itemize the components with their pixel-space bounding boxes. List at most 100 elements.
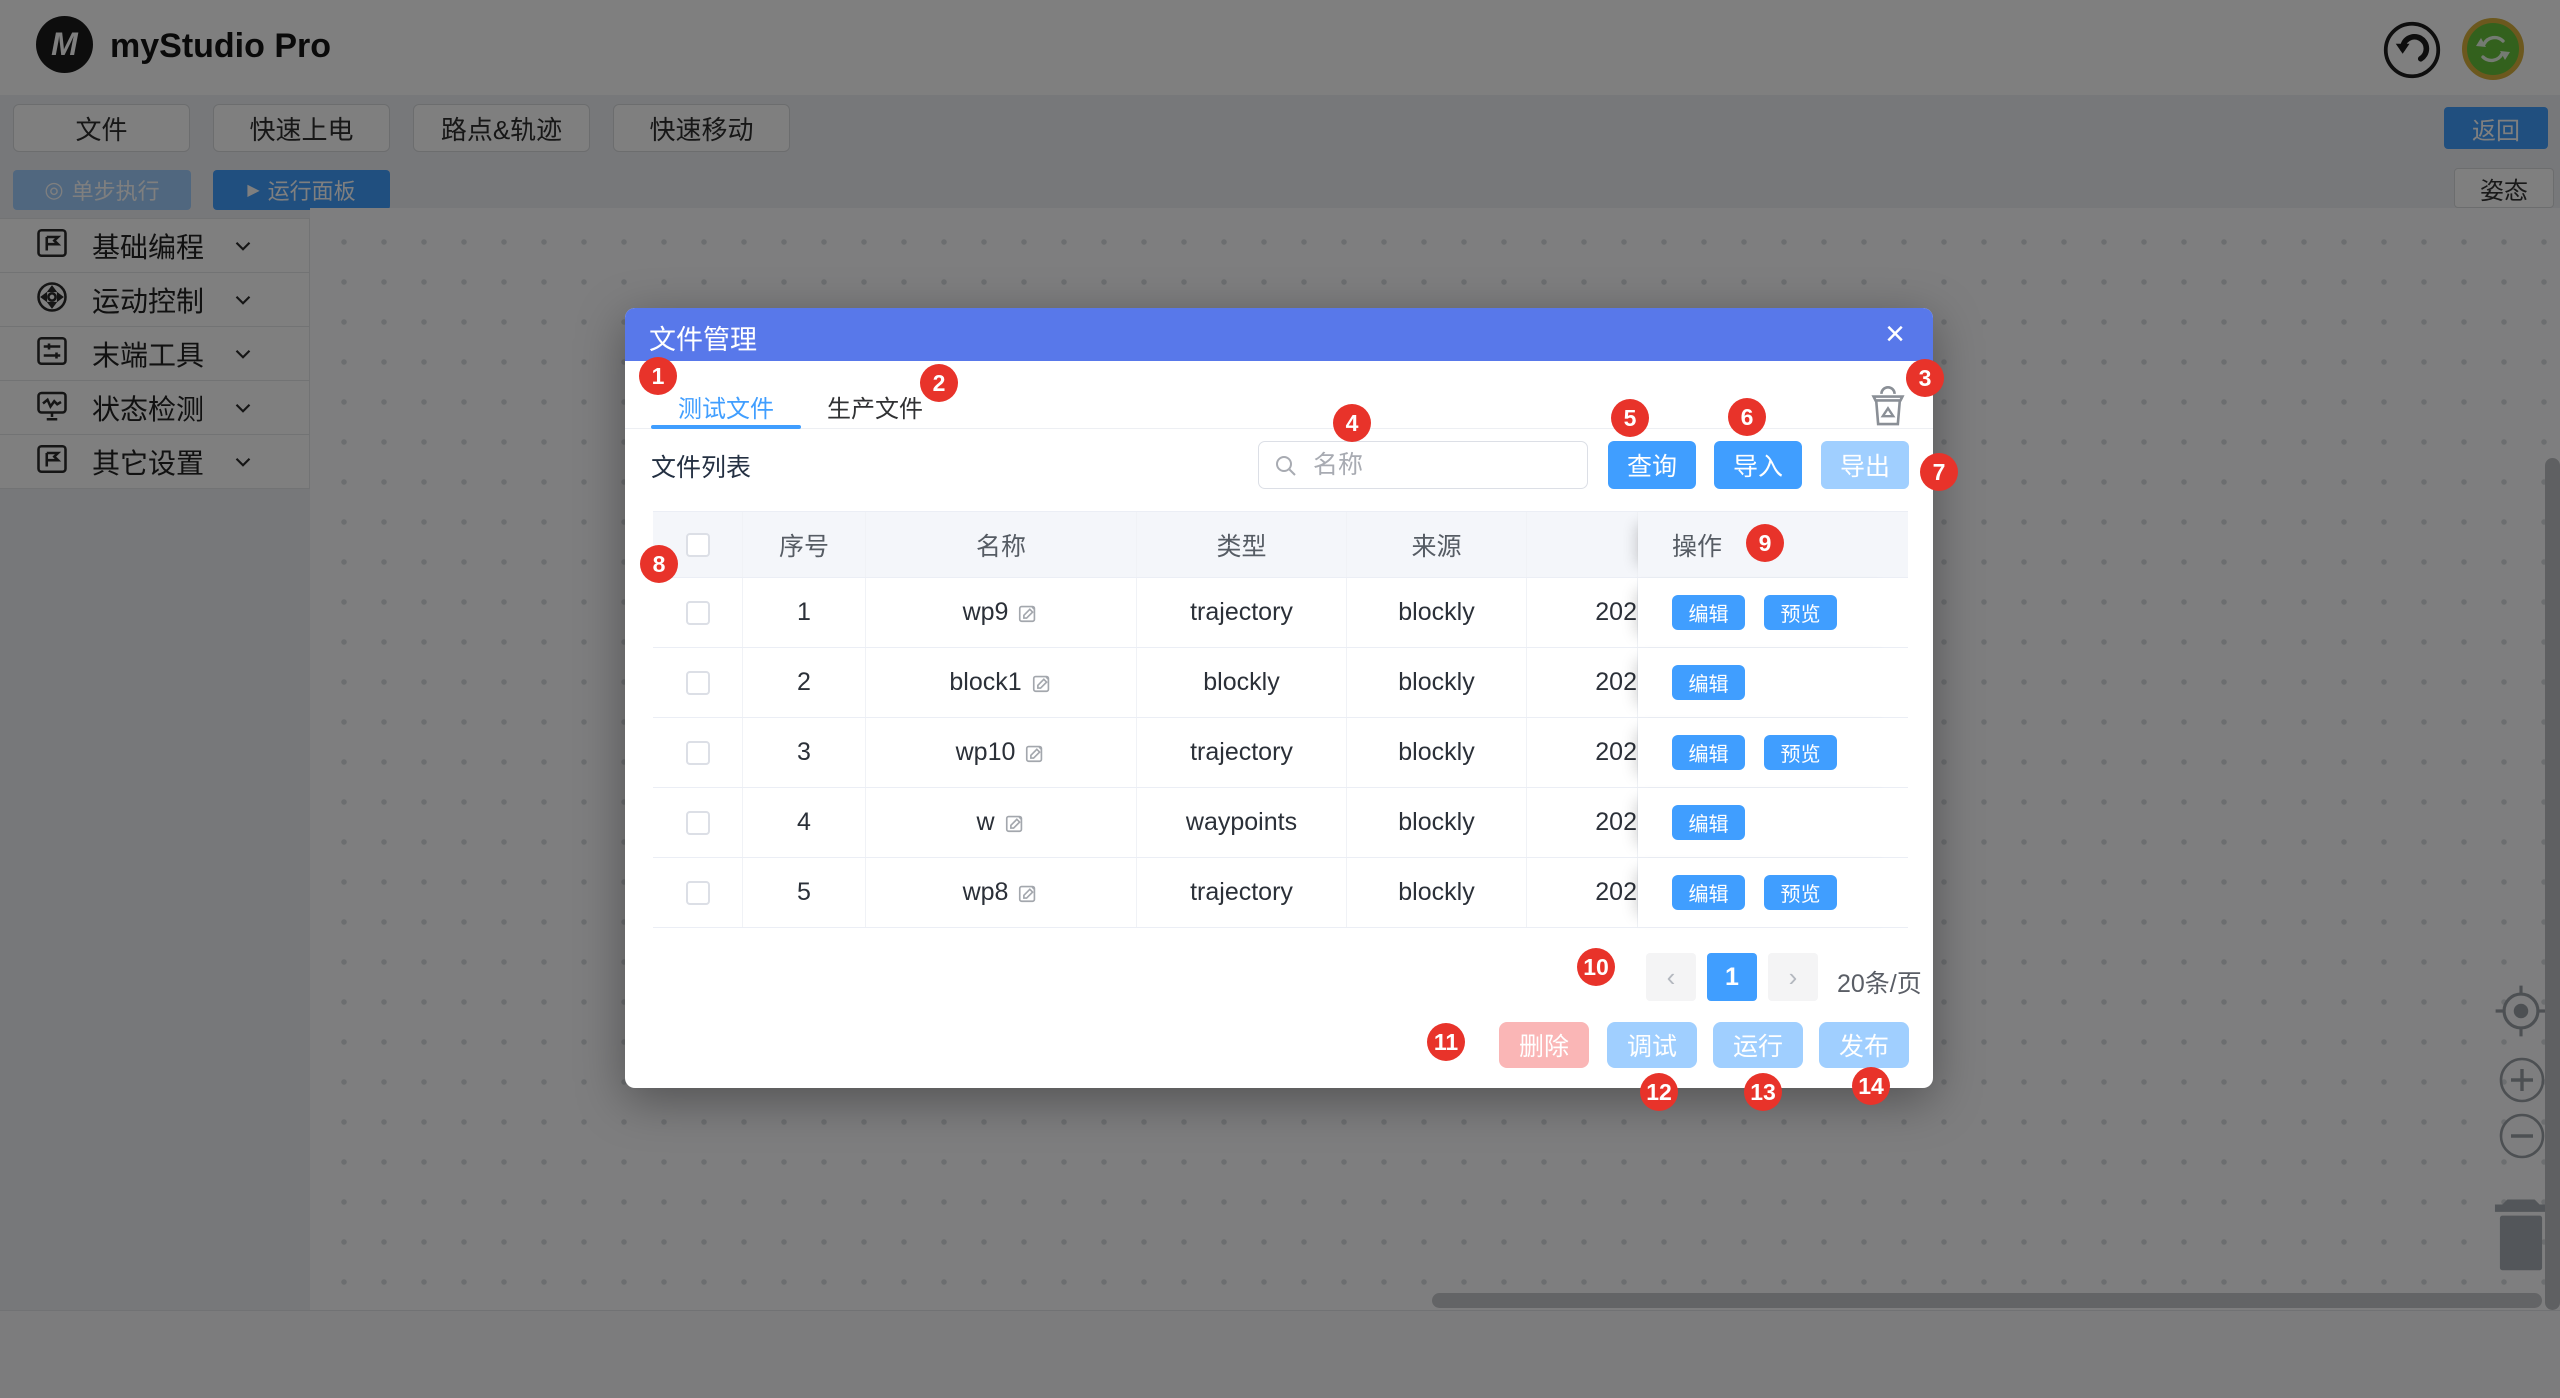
- debug-button[interactable]: 调试: [1607, 1022, 1697, 1068]
- table-row: 5 wp8 trajectory blockly 202 编辑 预览: [653, 858, 1908, 928]
- file-name-cell: block1: [866, 648, 1137, 717]
- preview-button[interactable]: 预览: [1764, 735, 1837, 770]
- file-manager-dialog: 文件管理 × 测试文件 生产文件 文件列表 查询 导入 导出 序号 名称 类型 …: [625, 308, 1933, 1088]
- dialog-title: 文件管理: [649, 325, 757, 355]
- file-name: wp8: [962, 878, 1009, 906]
- file-type: waypoints: [1137, 788, 1347, 857]
- row-checkbox-cell: [653, 578, 743, 647]
- edit-button[interactable]: 编辑: [1672, 595, 1745, 630]
- row-checkbox[interactable]: [685, 740, 710, 765]
- row-checkbox[interactable]: [685, 670, 710, 695]
- row-actions-cell: 编辑 预览: [1638, 718, 1908, 787]
- import-button[interactable]: 导入: [1714, 441, 1802, 489]
- annotation-badge-1: 1: [639, 357, 677, 395]
- row-index: 3: [743, 718, 866, 787]
- tab-test-files[interactable]: 测试文件: [651, 386, 801, 426]
- file-list-title: 文件列表: [651, 454, 752, 482]
- table-header-row: 序号 名称 类型 来源 操作: [653, 512, 1908, 578]
- column-header-date-clipped: [1527, 512, 1638, 577]
- row-actions-cell: 编辑: [1638, 648, 1908, 717]
- file-name-cell: wp9: [866, 578, 1137, 647]
- file-date-clipped: 202: [1527, 648, 1638, 717]
- file-date-clipped: 202: [1527, 578, 1638, 647]
- file-source: blockly: [1347, 578, 1527, 647]
- row-checkbox[interactable]: [685, 600, 710, 625]
- annotation-badge-9: 9: [1746, 524, 1784, 562]
- annotation-badge-2: 2: [920, 364, 958, 402]
- search-box: [1258, 441, 1588, 489]
- file-date-clipped: 202: [1527, 718, 1638, 787]
- annotation-badge-6: 6: [1728, 398, 1766, 436]
- annotation-badge-13: 13: [1744, 1073, 1782, 1111]
- pagination-prev-button[interactable]: ‹: [1646, 953, 1696, 1001]
- export-button[interactable]: 导出: [1821, 441, 1909, 489]
- column-header-name: 名称: [866, 512, 1137, 577]
- pagination-next-button[interactable]: ›: [1768, 953, 1818, 1001]
- file-table: 序号 名称 类型 来源 操作 1 wp9 trajectory blockly 202 编…: [653, 511, 1908, 928]
- file-name: wp10: [955, 738, 1016, 766]
- dialog-header: 文件管理 ×: [625, 308, 1933, 361]
- row-actions-cell: 编辑 预览: [1638, 858, 1908, 927]
- tab-production-files[interactable]: 生产文件: [800, 386, 950, 426]
- file-name: w: [976, 808, 995, 836]
- preview-button[interactable]: 预览: [1764, 875, 1837, 910]
- rename-pencil-icon[interactable]: [1024, 742, 1046, 764]
- rename-pencil-icon[interactable]: [1017, 602, 1039, 624]
- file-name-cell: wp10: [866, 718, 1137, 787]
- row-index: 5: [743, 858, 866, 927]
- rename-pencil-icon[interactable]: [1031, 672, 1053, 694]
- file-source: blockly: [1347, 858, 1527, 927]
- file-type: blockly: [1137, 648, 1347, 717]
- table-row: 2 block1 blockly blockly 202 编辑: [653, 648, 1908, 718]
- table-row: 1 wp9 trajectory blockly 202 编辑 预览: [653, 578, 1908, 648]
- delete-button[interactable]: 删除: [1499, 1022, 1589, 1068]
- row-actions-cell: 编辑 预览: [1638, 578, 1908, 647]
- file-type: trajectory: [1137, 858, 1347, 927]
- select-all-checkbox[interactable]: [685, 532, 710, 557]
- edit-button[interactable]: 编辑: [1672, 665, 1745, 700]
- annotation-badge-14: 14: [1852, 1067, 1890, 1105]
- annotation-badge-4: 4: [1333, 404, 1371, 442]
- column-header-index: 序号: [743, 512, 866, 577]
- edit-button[interactable]: 编辑: [1672, 875, 1745, 910]
- pagination-page-1[interactable]: 1: [1707, 953, 1757, 1001]
- active-tab-underline: [651, 425, 801, 429]
- file-type: trajectory: [1137, 718, 1347, 787]
- file-name: block1: [949, 668, 1022, 696]
- file-source: blockly: [1347, 718, 1527, 787]
- row-checkbox-cell: [653, 648, 743, 717]
- edit-button[interactable]: 编辑: [1672, 735, 1745, 770]
- file-type: trajectory: [1137, 578, 1347, 647]
- row-index: 1: [743, 578, 866, 647]
- page-size-label: 20条/页: [1837, 970, 1922, 998]
- rename-pencil-icon[interactable]: [1017, 882, 1039, 904]
- query-button[interactable]: 查询: [1608, 441, 1696, 489]
- search-input[interactable]: [1259, 442, 1587, 488]
- column-header-type: 类型: [1137, 512, 1347, 577]
- file-source: blockly: [1347, 648, 1527, 717]
- annotation-badge-12: 12: [1640, 1073, 1678, 1111]
- close-icon[interactable]: ×: [1873, 312, 1917, 356]
- row-checkbox-cell: [653, 858, 743, 927]
- annotation-badge-3: 3: [1906, 359, 1944, 397]
- file-date-clipped: 202: [1527, 788, 1638, 857]
- row-index: 2: [743, 648, 866, 717]
- row-checkbox-cell: [653, 788, 743, 857]
- rename-pencil-icon[interactable]: [1004, 812, 1026, 834]
- tabs-divider: [625, 428, 1933, 429]
- annotation-badge-8: 8: [640, 545, 678, 583]
- annotation-badge-10: 10: [1577, 948, 1615, 986]
- column-header-source: 来源: [1347, 512, 1527, 577]
- row-checkbox[interactable]: [685, 810, 710, 835]
- row-actions-cell: 编辑: [1638, 788, 1908, 857]
- run-button[interactable]: 运行: [1713, 1022, 1803, 1068]
- file-name-cell: w: [866, 788, 1137, 857]
- annotation-badge-11: 11: [1427, 1023, 1465, 1061]
- publish-button[interactable]: 发布: [1819, 1022, 1909, 1068]
- row-checkbox[interactable]: [685, 880, 710, 905]
- recycle-bin-icon[interactable]: [1868, 386, 1908, 428]
- row-index: 4: [743, 788, 866, 857]
- file-name-cell: wp8: [866, 858, 1137, 927]
- edit-button[interactable]: 编辑: [1672, 805, 1745, 840]
- preview-button[interactable]: 预览: [1764, 595, 1837, 630]
